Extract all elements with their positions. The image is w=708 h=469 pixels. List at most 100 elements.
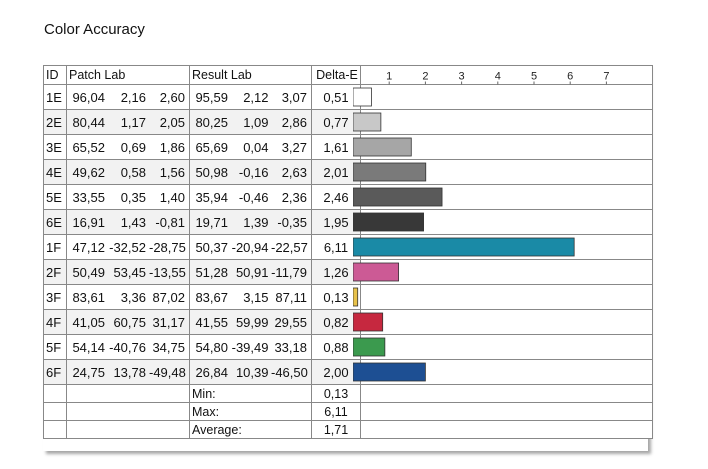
patch-id: 6E: [43, 209, 67, 235]
summary-empty: [43, 384, 67, 403]
patch-lab-value: 49,62: [72, 164, 105, 180]
result-lab-value: 41,55: [195, 314, 228, 330]
patch-id: 6F: [43, 359, 67, 385]
patch-lab-value: -13,55: [149, 264, 186, 280]
patch-lab-value: 2,05: [159, 114, 185, 130]
result-lab-value: -39,49: [231, 339, 269, 355]
result-lab-value: 1,09: [243, 114, 269, 130]
result-lab-value: 50,37: [195, 239, 228, 255]
patch-lab-value: 83,61: [72, 289, 105, 305]
patch-lab-values: 47,12 -32,52 -28,75: [66, 234, 190, 260]
table-row: 5E 33,55 0,35 1,40 35,94 -0,46 2,36 2,46: [43, 184, 653, 210]
result-lab-value: 50,91: [235, 264, 269, 280]
delta-e-value: 0,82: [311, 309, 361, 335]
chart-title: Color Accuracy: [44, 21, 145, 38]
patch-lab-value: 0,58: [120, 164, 146, 180]
bar-cell: [360, 84, 653, 110]
summary-bar-cell: [360, 384, 653, 403]
result-lab-value: 33,18: [274, 339, 307, 355]
summary-value: 6,11: [311, 402, 361, 421]
patch-lab-value: 2,60: [159, 89, 185, 105]
patch-lab-value: -28,75: [149, 239, 186, 255]
patch-lab-value: 1,17: [120, 114, 146, 130]
result-lab-value: 2,86: [281, 114, 307, 130]
table-row: 2F 50,49 53,45 -13,55 51,28 50,91 -11,79 1,26: [43, 259, 653, 285]
patch-id: 1F: [43, 234, 67, 260]
summary-value: 0,13: [311, 384, 361, 403]
result-lab-value: 10,39: [235, 364, 269, 380]
summary-label: Max:: [189, 402, 312, 421]
patch-id: 5F: [43, 334, 67, 360]
result-lab-values: 50,37 -20,94 -22,57: [189, 234, 312, 260]
bar-cell: [360, 259, 653, 285]
summary-row: Average: 1,71: [43, 420, 653, 439]
patch-lab-value: 53,45: [113, 264, 146, 280]
result-lab-value: 83,67: [195, 289, 228, 305]
patch-lab-values: 33,55 0,35 1,40: [66, 184, 190, 210]
patch-id: 1E: [43, 84, 67, 110]
result-lab-value: -0,16: [238, 164, 269, 180]
patch-lab-value: 47,12: [72, 239, 105, 255]
bar-cell: [360, 309, 653, 335]
patch-lab-values: 24,75 13,78 -49,48: [66, 359, 190, 385]
summary-label: Average:: [189, 420, 312, 439]
patch-lab-value: 1,86: [159, 139, 185, 155]
patch-lab-value: 1,43: [120, 214, 146, 230]
patch-lab-value: 41,05: [72, 314, 105, 330]
delta-e-value: 0,88: [311, 334, 361, 360]
header-result-lab: Result Lab: [189, 65, 312, 85]
patch-lab-value: -40,76: [109, 339, 146, 355]
result-lab-value: 95,59: [195, 89, 228, 105]
result-lab-values: 83,67 3,15 87,11: [189, 284, 312, 310]
summary-row: Max: 6,11: [43, 402, 653, 421]
delta-e-value: 2,46: [311, 184, 361, 210]
patch-lab-value: 0,35: [120, 189, 146, 205]
result-lab-value: -0,35: [277, 214, 307, 230]
result-lab-value: 59,99: [235, 314, 269, 330]
patch-lab-values: 96,04 2,16 2,60: [66, 84, 190, 110]
header-id: ID: [43, 65, 67, 85]
table-row: 2E 80,44 1,17 2,05 80,25 1,09 2,86 0,77: [43, 109, 653, 135]
summary-empty: [66, 420, 190, 439]
delta-e-value: 0,13: [311, 284, 361, 310]
patch-lab-value: 1,40: [159, 189, 185, 205]
patch-lab-values: 80,44 1,17 2,05: [66, 109, 190, 135]
summary-label: Min:: [189, 384, 312, 403]
patch-id: 5E: [43, 184, 67, 210]
delta-e-value: 0,51: [311, 84, 361, 110]
patch-lab-value: 34,75: [152, 339, 185, 355]
summary-empty: [43, 402, 67, 421]
result-lab-value: 51,28: [195, 264, 228, 280]
patch-lab-value: 65,52: [72, 139, 105, 155]
patch-lab-value: 13,78: [113, 364, 146, 380]
result-lab-values: 54,80 -39,49 33,18: [189, 334, 312, 360]
bar-cell: [360, 184, 653, 210]
result-lab-value: 29,55: [274, 314, 307, 330]
patch-id: 2F: [43, 259, 67, 285]
table-row: 3F 83,61 3,36 87,02 83,67 3,15 87,11 0,13: [43, 284, 653, 310]
bar-cell: [360, 234, 653, 260]
delta-e-value: 1,26: [311, 259, 361, 285]
bar-cell: [360, 359, 653, 385]
summary-empty: [66, 384, 190, 403]
bar-cell: [360, 159, 653, 185]
patch-lab-value: 2,16: [120, 89, 146, 105]
table-row: 6E 16,91 1,43 -0,81 19,71 1,39 -0,35 1,95: [43, 209, 653, 235]
bar-cell: [360, 134, 653, 160]
result-lab-value: -22,57: [271, 239, 308, 255]
summary-empty: [66, 402, 190, 421]
result-lab-value: 2,63: [281, 164, 307, 180]
result-lab-value: -46,50: [271, 364, 308, 380]
table-row: 1F 47,12 -32,52 -28,75 50,37 -20,94 -22,57 6,11: [43, 234, 653, 260]
table-row: 1E 96,04 2,16 2,60 95,59 2,12 3,07 0,51: [43, 84, 653, 110]
patch-lab-values: 54,14 -40,76 34,75: [66, 334, 190, 360]
result-lab-values: 65,69 0,04 3,27: [189, 134, 312, 160]
result-lab-value: 65,69: [195, 139, 228, 155]
patch-lab-value: 54,14: [72, 339, 105, 355]
patch-lab-value: 1,56: [159, 164, 185, 180]
bar-cell: [360, 209, 653, 235]
header-patch-lab: Patch Lab: [66, 65, 190, 85]
patch-lab-value: 60,75: [113, 314, 146, 330]
summary-empty: [43, 420, 67, 439]
result-lab-values: 19,71 1,39 -0,35: [189, 209, 312, 235]
